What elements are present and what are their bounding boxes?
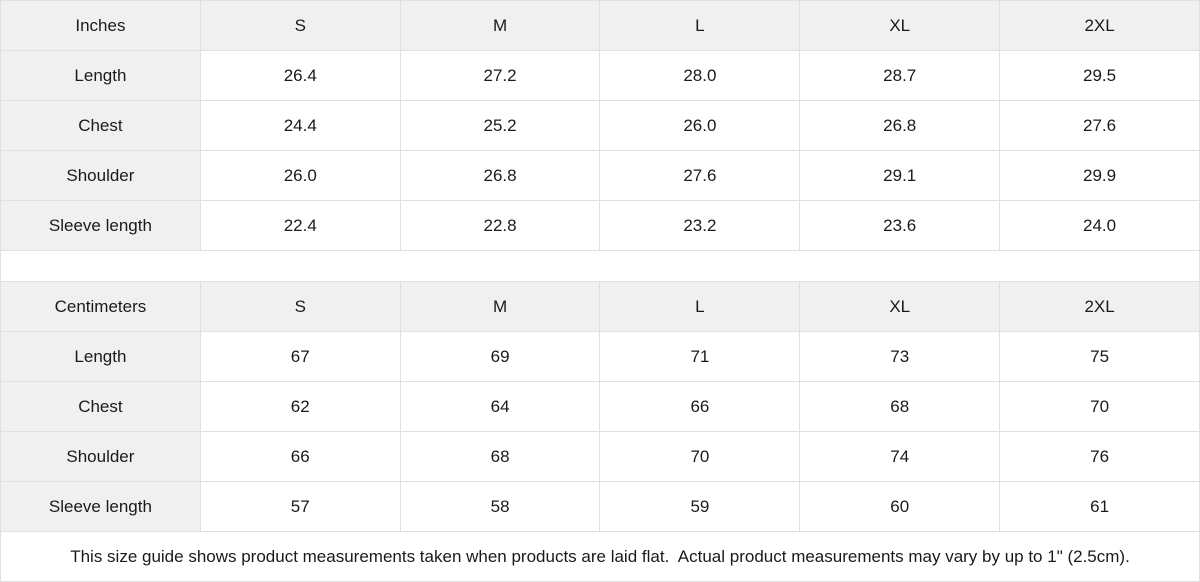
table-row: Length 67 69 71 73 75	[0, 331, 1200, 382]
measurement-cell: 29.9	[999, 150, 1200, 201]
measurement-cell: 73	[799, 331, 1001, 382]
measurement-cell: 26.0	[199, 150, 401, 201]
size-header-l: L	[599, 281, 801, 332]
measurement-cell: 60	[799, 481, 1001, 532]
measurement-cell: 74	[799, 431, 1001, 482]
size-header-s: S	[199, 281, 401, 332]
measurement-cell: 28.7	[799, 50, 1001, 101]
row-label: Shoulder	[0, 431, 201, 482]
table-row: Shoulder 66 68 70 74 76	[0, 431, 1200, 482]
measurement-cell: 61	[999, 481, 1200, 532]
table-row: Sleeve length 57 58 59 60 61	[0, 481, 1200, 532]
measurement-cell: 70	[999, 381, 1200, 432]
measurement-cell: 23.6	[799, 200, 1001, 251]
row-label: Chest	[0, 100, 201, 151]
row-label: Chest	[0, 381, 201, 432]
measurement-cell: 75	[999, 331, 1200, 382]
measurement-cell: 28.0	[599, 50, 801, 101]
size-header-xl: XL	[799, 0, 1001, 51]
measurement-cell: 66	[199, 431, 401, 482]
measurement-cell: 76	[999, 431, 1200, 482]
measurement-cell: 24.0	[999, 200, 1200, 251]
measurement-cell: 58	[399, 481, 601, 532]
measurement-cell: 26.8	[799, 100, 1001, 151]
measurement-cell: 62	[199, 381, 401, 432]
measurement-cell: 68	[399, 431, 601, 482]
size-table-centimeters: Centimeters S M L XL 2XL Length 67 69 71…	[0, 281, 1200, 532]
measurement-cell: 29.1	[799, 150, 1001, 201]
row-label: Sleeve length	[0, 481, 201, 532]
measurement-cell: 70	[599, 431, 801, 482]
measurement-cell: 27.2	[399, 50, 601, 101]
size-header-m: M	[399, 0, 601, 51]
measurement-cell: 27.6	[599, 150, 801, 201]
row-label: Sleeve length	[0, 200, 201, 251]
size-header-m: M	[399, 281, 601, 332]
measurement-cell: 23.2	[599, 200, 801, 251]
table-row: Sleeve length 22.4 22.8 23.2 23.6 24.0	[0, 200, 1200, 251]
table-row: Chest 24.4 25.2 26.0 26.8 27.6	[0, 100, 1200, 151]
measurement-cell: 25.2	[399, 100, 601, 151]
measurement-cell: 66	[599, 381, 801, 432]
table-header-row: Centimeters S M L XL 2XL	[0, 281, 1200, 332]
row-label: Length	[0, 331, 201, 382]
size-header-s: S	[199, 0, 401, 51]
table-row: Chest 62 64 66 68 70	[0, 381, 1200, 432]
size-guide-note: This size guide shows product measuremen…	[0, 532, 1200, 582]
measurement-cell: 26.0	[599, 100, 801, 151]
measurement-cell: 64	[399, 381, 601, 432]
size-header-xl: XL	[799, 281, 1001, 332]
measurement-cell: 57	[199, 481, 401, 532]
size-table-inches: Inches S M L XL 2XL Length 26.4 27.2 28.…	[0, 0, 1200, 251]
measurement-cell: 22.8	[399, 200, 601, 251]
unit-header: Inches	[0, 0, 201, 51]
table-header-row: Inches S M L XL 2XL	[0, 0, 1200, 51]
measurement-cell: 29.5	[999, 50, 1200, 101]
measurement-cell: 71	[599, 331, 801, 382]
size-header-2xl: 2XL	[999, 281, 1200, 332]
size-header-l: L	[599, 0, 801, 51]
measurement-cell: 67	[199, 331, 401, 382]
measurement-cell: 27.6	[999, 100, 1200, 151]
table-row: Length 26.4 27.2 28.0 28.7 29.5	[0, 50, 1200, 101]
unit-header: Centimeters	[0, 281, 201, 332]
measurement-cell: 26.4	[199, 50, 401, 101]
table-row: Shoulder 26.0 26.8 27.6 29.1 29.9	[0, 150, 1200, 201]
measurement-cell: 26.8	[399, 150, 601, 201]
size-header-2xl: 2XL	[999, 0, 1200, 51]
measurement-cell: 69	[399, 331, 601, 382]
measurement-cell: 24.4	[199, 100, 401, 151]
measurement-cell: 59	[599, 481, 801, 532]
row-label: Length	[0, 50, 201, 101]
table-spacer	[0, 251, 1200, 281]
row-label: Shoulder	[0, 150, 201, 201]
measurement-cell: 22.4	[199, 200, 401, 251]
measurement-cell: 68	[799, 381, 1001, 432]
